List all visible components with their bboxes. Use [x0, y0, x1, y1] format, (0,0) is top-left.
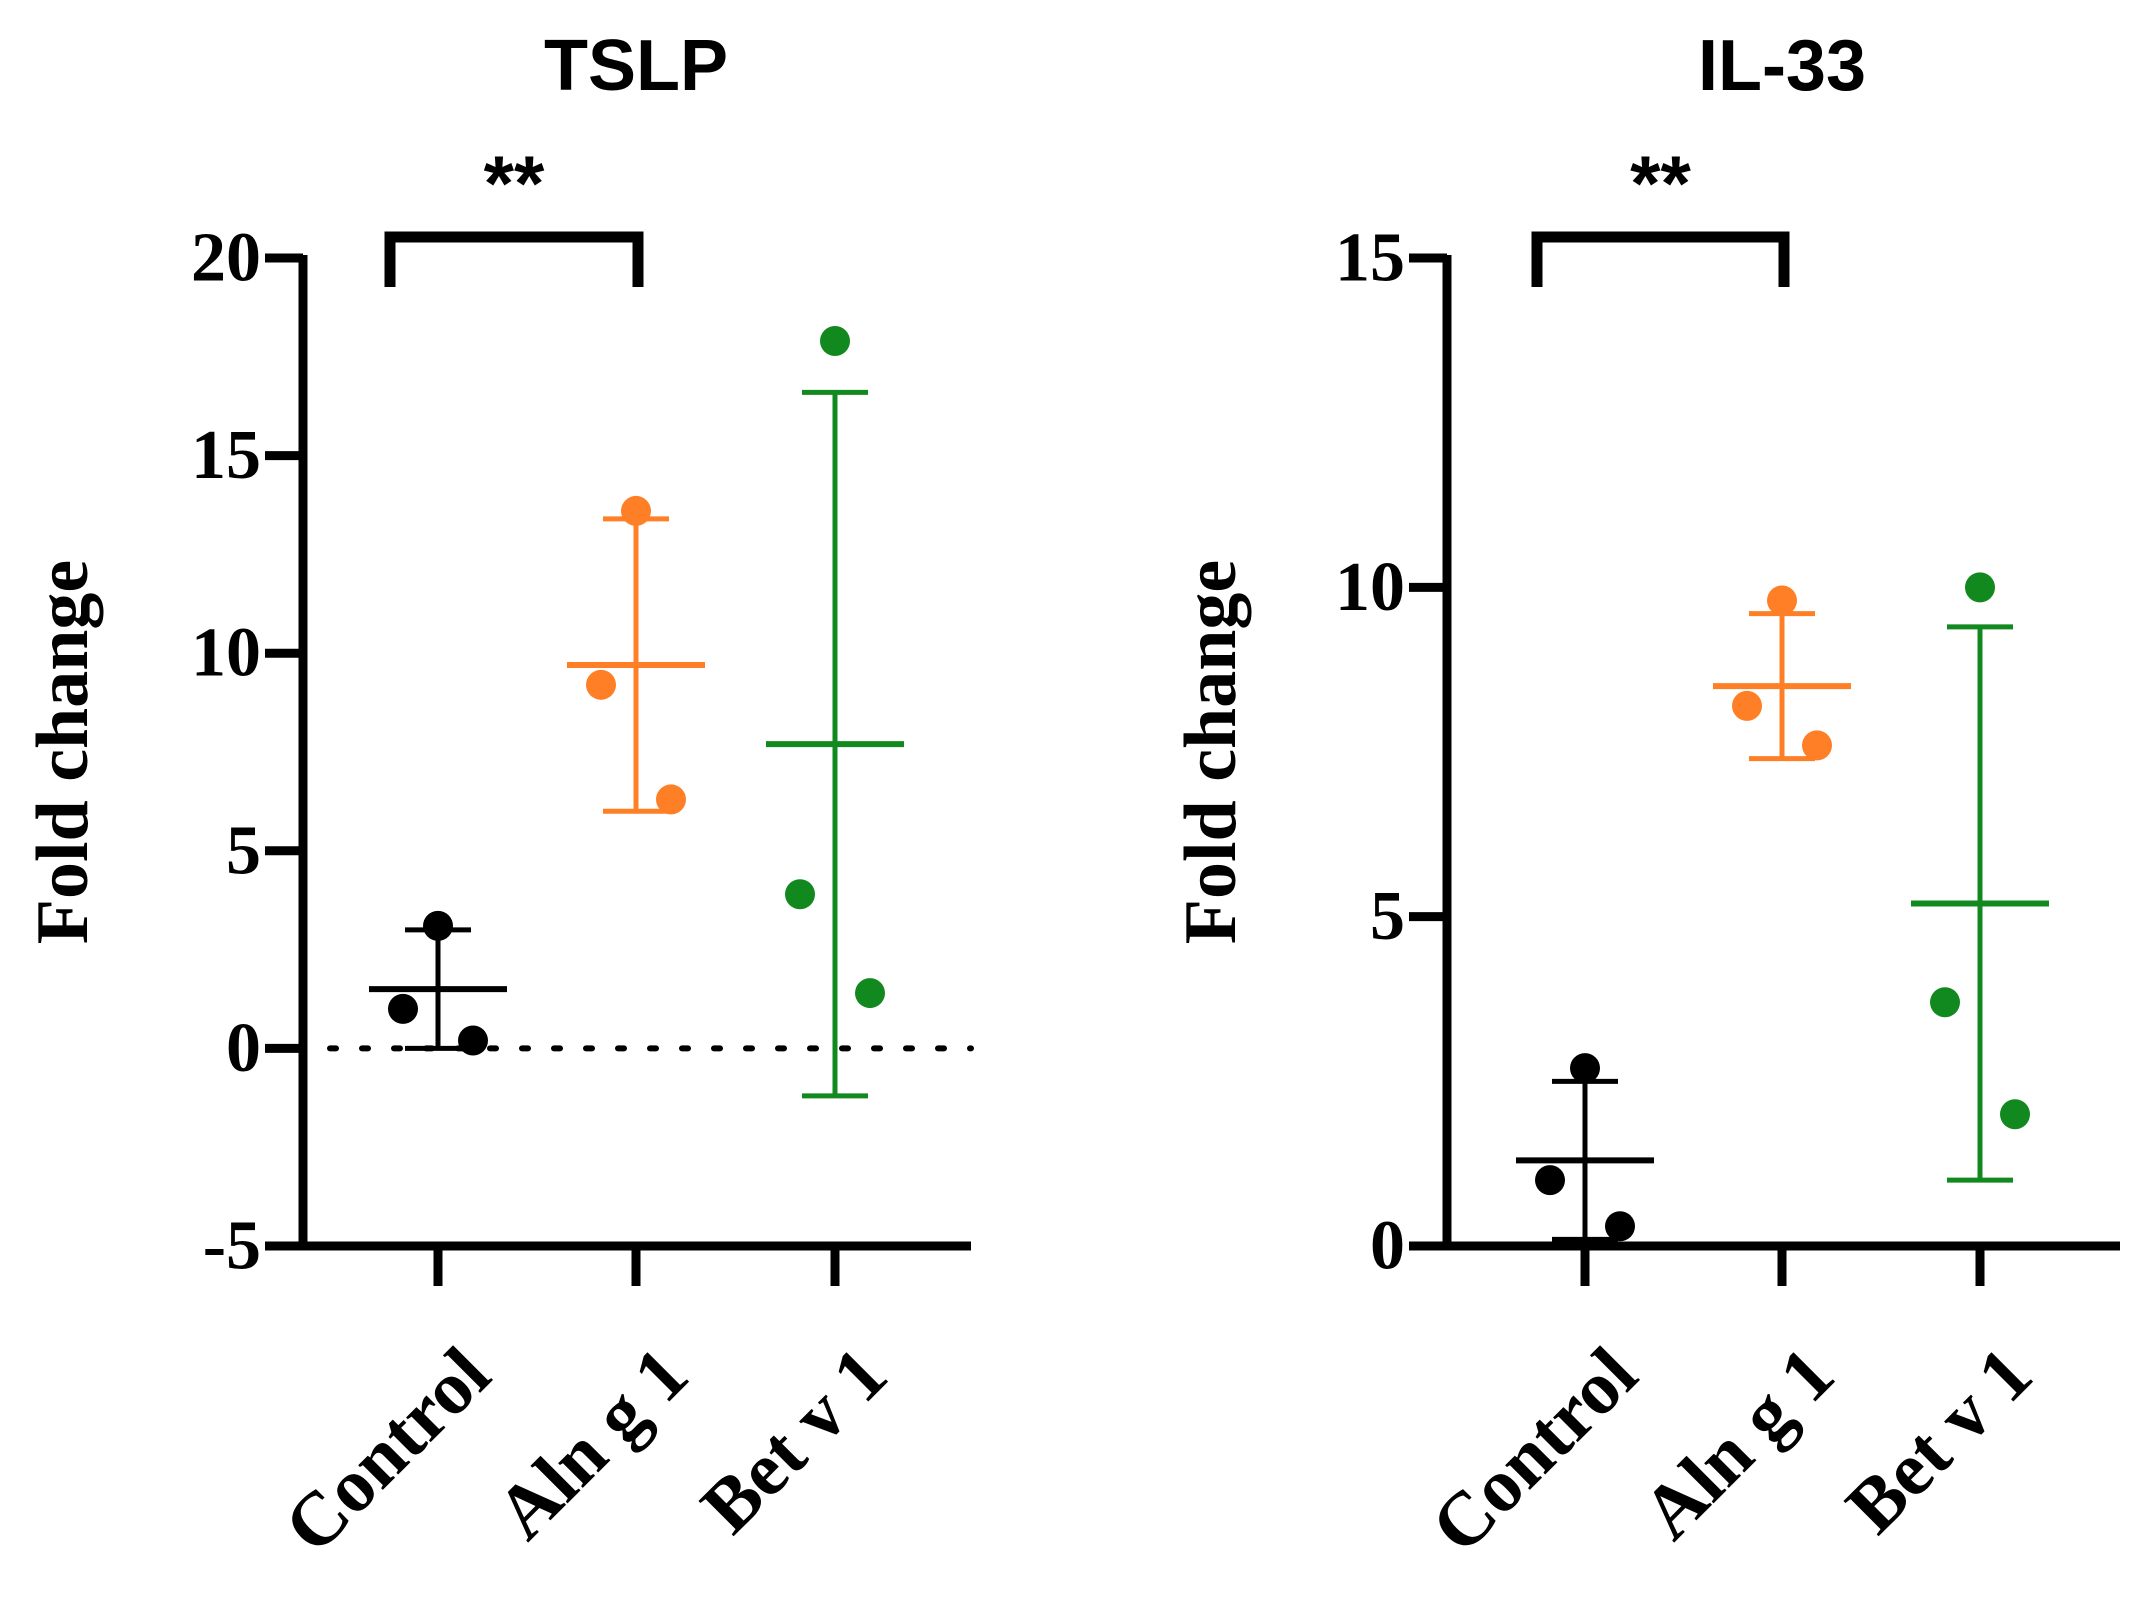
- chart-title: IL-33: [1698, 26, 1866, 106]
- series-control: [369, 910, 507, 1056]
- y-tick-label: 20: [191, 220, 261, 297]
- significance-bracket: [384, 231, 644, 287]
- series-bet-v-1: [1911, 572, 2049, 1183]
- y-tick-label: 15: [1335, 220, 1405, 297]
- data-point: [855, 978, 885, 1009]
- x-category-label: Control: [1415, 1332, 1653, 1570]
- data-point: [388, 993, 418, 1024]
- significance-stars: **: [1630, 139, 1691, 227]
- significance-bracket: [1531, 231, 1790, 287]
- data-point: [1767, 585, 1797, 616]
- y-tick-label: 0: [1370, 1208, 1405, 1285]
- x-category-label: Bet v 1: [1830, 1332, 2048, 1550]
- x-category-label: Aln g 1: [1626, 1332, 1850, 1556]
- y-tick-label: -5: [203, 1208, 261, 1285]
- chart-title: TSLP: [544, 26, 728, 106]
- data-point: [458, 1025, 488, 1056]
- data-point: [423, 910, 453, 941]
- data-point: [2000, 1099, 2030, 1130]
- y-tick-label: 5: [1370, 878, 1405, 955]
- data-point: [1605, 1211, 1635, 1242]
- y-axis-label: Fold change: [1170, 560, 1252, 944]
- y-tick-label: 15: [191, 417, 261, 494]
- data-point: [1535, 1165, 1565, 1196]
- x-category-label: Control: [268, 1332, 506, 1570]
- significance-stars: **: [484, 139, 545, 227]
- y-tick-label: 10: [191, 615, 261, 692]
- data-point: [785, 879, 815, 910]
- data-point: [1732, 690, 1762, 721]
- y-axis-label: Fold change: [22, 560, 104, 944]
- data-point: [621, 495, 651, 526]
- series-aln-g-1: [1713, 585, 1851, 762]
- data-point: [1802, 730, 1832, 761]
- y-tick-label: 10: [1335, 549, 1405, 626]
- series-control: [1516, 1053, 1654, 1242]
- x-category-label: Aln g 1: [480, 1332, 704, 1556]
- data-point: [1930, 987, 1960, 1018]
- x-category-label: Bet v 1: [685, 1332, 903, 1550]
- data-point: [1570, 1053, 1600, 1084]
- data-point: [656, 784, 686, 815]
- series-aln-g-1: [567, 495, 705, 815]
- y-tick-label: 5: [226, 812, 261, 889]
- data-point: [586, 669, 616, 700]
- data-point: [820, 325, 850, 356]
- data-point: [1965, 572, 1995, 603]
- y-tick-label: 0: [226, 1010, 261, 1087]
- series-bet-v-1: [766, 325, 904, 1099]
